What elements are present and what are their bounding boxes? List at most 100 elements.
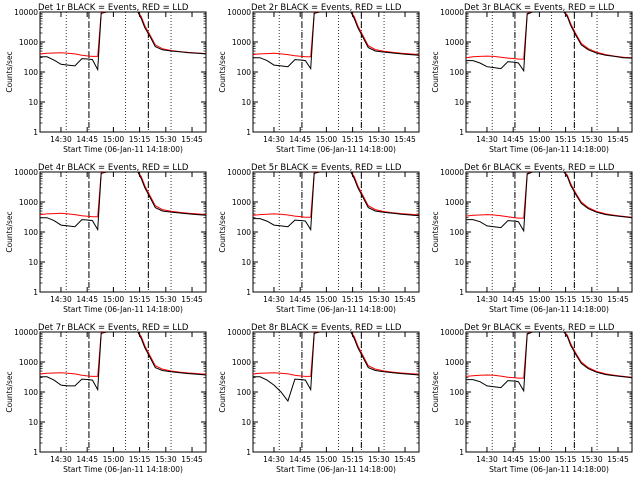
plot-frame <box>252 11 420 133</box>
x-tick-label: 15:30 <box>368 295 390 304</box>
lld-series-line <box>39 331 207 377</box>
y-tick-label: 100 <box>237 388 252 397</box>
panel-svg: Det 4r BLACK = Events, RED = LLD 1 10 100 10… <box>5 163 207 314</box>
x-axis-label: Start Time (06-Jan-11 14:18:00) <box>63 145 183 154</box>
x-tick-label: 15:15 <box>342 135 364 144</box>
x-tick-label: 15:00 <box>316 455 338 464</box>
y-tick-label: 1 <box>33 448 38 457</box>
y-tick-label: 1 <box>246 448 251 457</box>
y-tick-label: 10000 <box>227 168 251 177</box>
y-axis-label: Counts/sec <box>431 211 440 252</box>
panel-title: Det 6r BLACK = Events, RED = LLD <box>464 163 615 173</box>
x-tick-label: 14:45 <box>289 295 311 304</box>
lld-series-line <box>465 171 633 219</box>
lld-series-line <box>252 331 420 377</box>
x-tick-label: 15:00 <box>529 455 551 464</box>
events-series-line <box>466 171 633 233</box>
x-tick-label: 15:30 <box>581 295 603 304</box>
y-tick-label: 1 <box>33 128 38 137</box>
lld-series-line <box>465 11 633 60</box>
y-tick-label: 1 <box>459 288 464 297</box>
x-tick-label: 15:45 <box>607 455 629 464</box>
x-tick-label: 14:45 <box>76 135 98 144</box>
panel-svg: Det 8r BLACK = Events, RED = LLD 1 10 100 10… <box>218 323 420 474</box>
x-axis-label: Start Time (06-Jan-11 14:18:00) <box>489 145 609 154</box>
panel-title: Det 1r BLACK = Events, RED = LLD <box>38 3 189 13</box>
panel-svg: Det 3r BLACK = Events, RED = LLD 1 10 100 10… <box>431 3 633 154</box>
y-tick-label: 10000 <box>14 328 38 337</box>
y-tick-label: 10000 <box>440 168 464 177</box>
y-tick-label: 1 <box>33 288 38 297</box>
y-axis-label: Counts/sec <box>218 211 227 252</box>
plot-frame <box>39 171 207 293</box>
x-axis-label: Start Time (06-Jan-11 14:18:00) <box>276 305 396 314</box>
events-series-line <box>466 11 633 73</box>
x-tick-label: 15:15 <box>342 295 364 304</box>
x-axis-label: Start Time (06-Jan-11 14:18:00) <box>489 465 609 474</box>
x-tick-label: 14:45 <box>76 295 98 304</box>
y-tick-label: 100 <box>24 228 39 237</box>
y-tick-label: 10 <box>241 98 251 107</box>
panel-title: Det 3r BLACK = Events, RED = LLD <box>464 3 615 13</box>
y-tick-label: 10000 <box>440 328 464 337</box>
y-tick-label: 10 <box>28 98 38 107</box>
y-tick-label: 1000 <box>19 358 38 367</box>
panel-svg: Det 6r BLACK = Events, RED = LLD 1 10 100 10… <box>431 163 633 314</box>
x-tick-label: 15:30 <box>155 135 177 144</box>
x-tick-label: 14:45 <box>76 455 98 464</box>
detector-panel-5: Det 5r BLACK = Events, RED = LLD 1 10 100 10… <box>213 160 426 320</box>
y-tick-label: 1000 <box>445 358 464 367</box>
events-series-line <box>253 11 420 71</box>
x-tick-label: 14:45 <box>289 135 311 144</box>
y-axis-label: Counts/sec <box>5 371 14 412</box>
lld-series-line <box>465 331 633 379</box>
y-tick-label: 1000 <box>19 198 38 207</box>
x-tick-label: 15:15 <box>129 455 151 464</box>
x-tick-label: 14:30 <box>263 135 285 144</box>
x-tick-label: 15:15 <box>129 135 151 144</box>
x-tick-label: 15:30 <box>581 455 603 464</box>
x-tick-label: 14:30 <box>476 455 498 464</box>
x-tick-label: 15:00 <box>529 295 551 304</box>
events-series-line <box>40 171 207 232</box>
detector-panel-4: Det 4r BLACK = Events, RED = LLD 1 10 100 10… <box>0 160 213 320</box>
x-axis-label: Start Time (06-Jan-11 14:18:00) <box>276 465 396 474</box>
y-axis-label: Counts/sec <box>5 51 14 92</box>
y-axis-label: Counts/sec <box>431 51 440 92</box>
plot-frame <box>252 171 420 293</box>
y-tick-label: 1000 <box>232 198 251 207</box>
panel-svg: Det 7r BLACK = Events, RED = LLD 1 10 100 10… <box>5 323 207 474</box>
plot-frame <box>252 331 420 453</box>
plot-frame <box>465 331 633 453</box>
x-tick-label: 15:45 <box>394 455 416 464</box>
panel-title: Det 9r BLACK = Events, RED = LLD <box>464 323 615 333</box>
x-axis-label: Start Time (06-Jan-11 14:18:00) <box>489 305 609 314</box>
y-tick-label: 1000 <box>19 38 38 47</box>
y-tick-label: 1 <box>246 128 251 137</box>
x-tick-label: 14:30 <box>263 295 285 304</box>
events-series-line <box>40 11 207 72</box>
y-tick-label: 100 <box>237 228 252 237</box>
x-tick-label: 15:00 <box>103 455 125 464</box>
panel-svg: Det 1r BLACK = Events, RED = LLD 1 10 100 10… <box>5 3 207 154</box>
panel-title: Det 8r BLACK = Events, RED = LLD <box>251 323 402 333</box>
y-tick-label: 100 <box>24 68 39 77</box>
y-tick-label: 10000 <box>14 8 38 17</box>
x-tick-label: 14:30 <box>263 455 285 464</box>
y-tick-label: 1000 <box>445 198 464 207</box>
y-axis-label: Counts/sec <box>218 51 227 92</box>
detector-panel-8: Det 8r BLACK = Events, RED = LLD 1 10 100 10… <box>213 320 426 480</box>
detector-panel-3: Det 3r BLACK = Events, RED = LLD 1 10 100 10… <box>426 0 639 160</box>
y-tick-label: 1000 <box>232 358 251 367</box>
x-tick-label: 14:30 <box>50 295 72 304</box>
x-tick-label: 15:30 <box>155 295 177 304</box>
x-tick-label: 15:00 <box>316 135 338 144</box>
panel-title: Det 2r BLACK = Events, RED = LLD <box>251 3 402 13</box>
panel-svg: Det 5r BLACK = Events, RED = LLD 1 10 100 10… <box>218 163 420 314</box>
x-tick-label: 15:15 <box>555 135 577 144</box>
x-tick-label: 15:45 <box>181 455 203 464</box>
x-tick-label: 15:30 <box>581 135 603 144</box>
x-tick-label: 15:45 <box>394 295 416 304</box>
y-tick-label: 1 <box>246 288 251 297</box>
